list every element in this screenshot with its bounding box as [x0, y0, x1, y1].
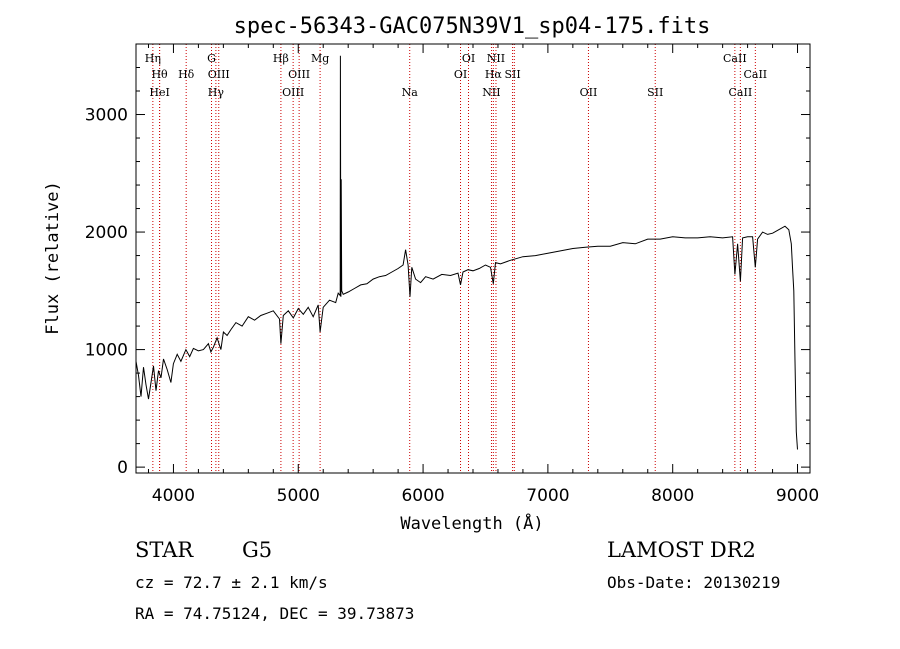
- obs-date-text: Obs-Date: 20130219: [607, 573, 781, 592]
- plot-frame: [135, 43, 811, 474]
- x-tick-label: 5000: [277, 486, 320, 506]
- x-tick-label: 6000: [401, 486, 444, 506]
- line-label: CaII: [729, 86, 753, 99]
- line-label: HeI: [149, 86, 169, 99]
- line-label: SII: [647, 86, 663, 99]
- x-tick-label: 4000: [152, 486, 195, 506]
- line-label: OII: [580, 86, 598, 99]
- spectrum-line: [135, 55, 798, 450]
- subclass-label: G5: [242, 538, 273, 562]
- survey-label: LAMOST DR2: [607, 538, 756, 562]
- y-tick-label: 3000: [85, 106, 128, 126]
- line-label: OI: [462, 52, 475, 65]
- class-label: STAR: [135, 538, 194, 562]
- line-label: Hη: [145, 52, 161, 65]
- line-label: Hγ: [208, 86, 225, 99]
- line-label: OIII: [282, 86, 304, 99]
- x-tick-label: 9000: [776, 486, 819, 506]
- line-label: Hδ: [178, 68, 195, 81]
- y-axis-label: Flux (relative): [43, 181, 63, 335]
- x-axis-label: Wavelength (Å): [400, 512, 543, 534]
- coords-text: RA = 74.75124, DEC = 39.73873: [135, 604, 415, 623]
- line-label: Na: [402, 86, 419, 99]
- line-label-layer: HηHθHeIHδGHγOIIIHβOIIIOIIIMgNaOIOINIIHαN…: [145, 52, 767, 99]
- y-tick-label: 2000: [85, 223, 128, 243]
- line-label: Mg: [311, 52, 329, 65]
- line-label: Hβ: [273, 52, 289, 65]
- line-marker-layer: [152, 44, 756, 473]
- line-label: OIII: [208, 68, 230, 81]
- line-label: NII: [482, 86, 500, 99]
- y-tick-label: 0: [117, 458, 128, 478]
- x-tick-label: 7000: [526, 486, 569, 506]
- line-label: OIII: [288, 68, 310, 81]
- x-tick-label: 8000: [651, 486, 694, 506]
- line-label: NII: [487, 52, 505, 65]
- chart-title: spec-56343-GAC075N39V1_sp04-175.fits: [234, 14, 711, 39]
- line-label: SII: [504, 68, 520, 81]
- y-tick-label: 1000: [85, 341, 128, 361]
- line-label: Hθ: [151, 68, 168, 81]
- line-label: CaII: [743, 68, 767, 81]
- line-label: OI: [454, 68, 467, 81]
- line-label: G: [207, 52, 216, 65]
- redshift-text: cz = 72.7 ± 2.1 km/s: [135, 573, 328, 592]
- line-label: Hα: [485, 68, 503, 81]
- axes: 4000 5000 6000 7000 8000 9000 0 1000 2000 3000: [85, 44, 819, 506]
- line-label: CaII: [723, 52, 747, 65]
